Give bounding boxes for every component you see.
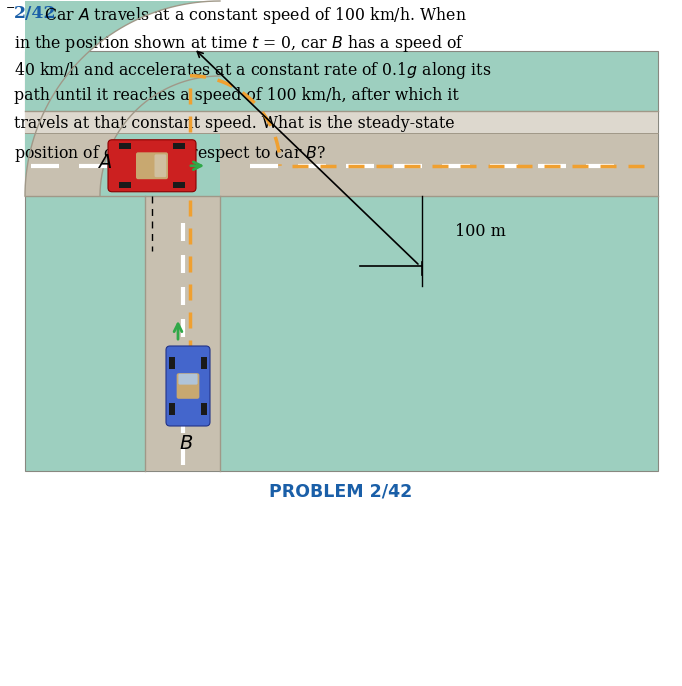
FancyBboxPatch shape bbox=[108, 140, 196, 192]
Text: path until it reaches a speed of 100 km/h, after which it: path until it reaches a speed of 100 km/… bbox=[14, 88, 459, 104]
Bar bbox=[119, 143, 131, 150]
Bar bbox=[169, 403, 175, 416]
Text: position of car $\mathit{A}$ with respect to car $\mathit{B}$?: position of car $\mathit{A}$ with respec… bbox=[14, 143, 326, 163]
Bar bbox=[0, 0, 682, 51]
Text: in the position shown at time $\mathit{t}$ = 0, car $\mathit{B}$ has a speed of: in the position shown at time $\mathit{t… bbox=[14, 32, 464, 54]
Text: $A$: $A$ bbox=[97, 154, 112, 172]
Bar bbox=[173, 143, 186, 150]
Polygon shape bbox=[100, 76, 220, 196]
Polygon shape bbox=[25, 1, 220, 196]
Bar bbox=[145, 196, 220, 471]
FancyBboxPatch shape bbox=[155, 154, 166, 177]
Text: 40 km/h and accelerates at a constant rate of 0.1$\mathit{g}$ along its: 40 km/h and accelerates at a constant ra… bbox=[14, 60, 492, 81]
Bar bbox=[119, 182, 131, 188]
Bar bbox=[169, 357, 175, 368]
Text: −: − bbox=[6, 3, 16, 13]
Text: PROBLEM 2/42: PROBLEM 2/42 bbox=[269, 482, 413, 500]
Text: $B$: $B$ bbox=[179, 435, 193, 453]
Text: 100 m: 100 m bbox=[455, 222, 505, 239]
Text: Car $\mathit{A}$ travels at a constant speed of 100 km/h. When: Car $\mathit{A}$ travels at a constant s… bbox=[14, 5, 466, 26]
Bar bbox=[201, 357, 207, 368]
Bar bbox=[201, 403, 207, 416]
Text: travels at that constant speed. What is the steady-state: travels at that constant speed. What is … bbox=[14, 115, 454, 132]
FancyBboxPatch shape bbox=[179, 374, 198, 385]
FancyBboxPatch shape bbox=[177, 373, 199, 399]
FancyBboxPatch shape bbox=[166, 346, 210, 426]
FancyBboxPatch shape bbox=[136, 152, 168, 179]
Bar bbox=[173, 182, 186, 188]
Bar bbox=[25, 111, 658, 196]
Bar bbox=[25, 51, 658, 471]
Bar bbox=[145, 111, 220, 196]
Bar bbox=[25, 111, 658, 133]
Bar bbox=[0, 471, 682, 686]
Text: 2/42: 2/42 bbox=[14, 5, 57, 22]
